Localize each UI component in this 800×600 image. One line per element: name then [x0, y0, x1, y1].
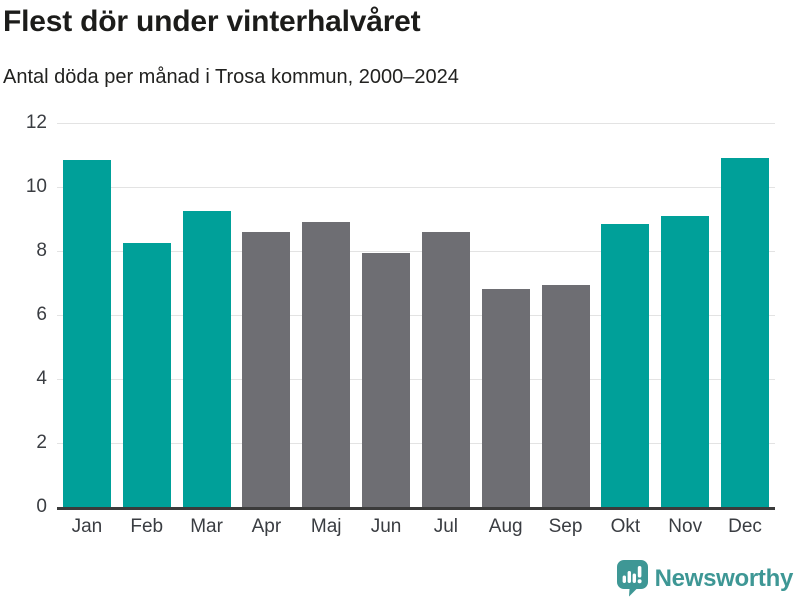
bar-column-jun [356, 123, 416, 507]
x-tick-label-feb: Feb [130, 516, 164, 537]
bar-column-aug [476, 123, 536, 507]
x-tick-label-mar: Mar [190, 516, 223, 537]
bar-column-sep [536, 123, 596, 507]
bar-mar [182, 211, 231, 507]
x-tick-label-jul: Jul [433, 516, 459, 537]
gridline-2 [57, 443, 775, 444]
y-tick-label-6: 6 [36, 304, 47, 325]
bar-column-maj [296, 123, 356, 507]
x-tick-label-jan: Jan [71, 516, 103, 537]
bar-column-jan [57, 123, 117, 507]
bar-column-dec [715, 123, 775, 507]
x-tick-label-maj: Maj [310, 516, 342, 537]
chart-subtitle: Antal döda per månad i Trosa kommun, 200… [3, 66, 459, 88]
y-tick-label-0: 0 [36, 496, 47, 517]
plot-area [57, 123, 775, 510]
bar-column-jul [416, 123, 476, 507]
bar-column-okt [595, 123, 655, 507]
x-tick-label-okt: Okt [610, 516, 641, 537]
x-tick-label-nov: Nov [668, 516, 703, 537]
y-tick-label-12: 12 [25, 112, 47, 133]
bar-sep [541, 284, 590, 507]
bar-maj [302, 222, 351, 507]
y-tick-label-2: 2 [36, 432, 47, 453]
y-tick-label-4: 4 [36, 368, 47, 389]
gridline-4 [57, 379, 775, 380]
x-tick-label-dec: Dec [728, 516, 762, 537]
bar-column-apr [236, 123, 296, 507]
bar-column-mar [177, 123, 237, 507]
brand-wordmark: Newsworthy [654, 564, 794, 592]
bar-feb [122, 243, 171, 507]
x-tick-label-sep: Sep [548, 516, 583, 537]
bar-apr [242, 231, 291, 507]
bar-dec [721, 158, 770, 507]
chart-title: Flest dör under vinterhalvåret [3, 5, 421, 38]
x-tick-label-jun: Jun [370, 516, 402, 537]
bar-aug [481, 289, 530, 507]
bar-column-feb [117, 123, 177, 507]
bar-okt [601, 223, 650, 507]
newsworthy-logo-icon [616, 560, 648, 597]
x-tick-label-aug: Aug [488, 516, 523, 537]
x-tick-label-apr: Apr [251, 516, 282, 537]
y-tick-label-10: 10 [25, 176, 47, 197]
bar-nov [661, 215, 710, 507]
bar-jun [362, 252, 411, 507]
brand-footer: Newsworthy [616, 560, 794, 597]
gridline-6 [57, 315, 775, 316]
gridline-8 [57, 251, 775, 252]
bar-column-nov [655, 123, 715, 507]
gridline-12 [57, 123, 775, 124]
x-axis-labels: Jan Feb Mar Apr Maj Jun Jul Aug Sep Okt Nov Dec [57, 516, 775, 538]
bars-container [57, 123, 775, 507]
gridline-10 [57, 187, 775, 188]
y-tick-label-8: 8 [36, 240, 47, 261]
bar-jan [62, 159, 111, 507]
y-axis-labels: 0 2 4 6 8 10 12 [0, 112, 47, 517]
bar-jul [421, 231, 470, 507]
